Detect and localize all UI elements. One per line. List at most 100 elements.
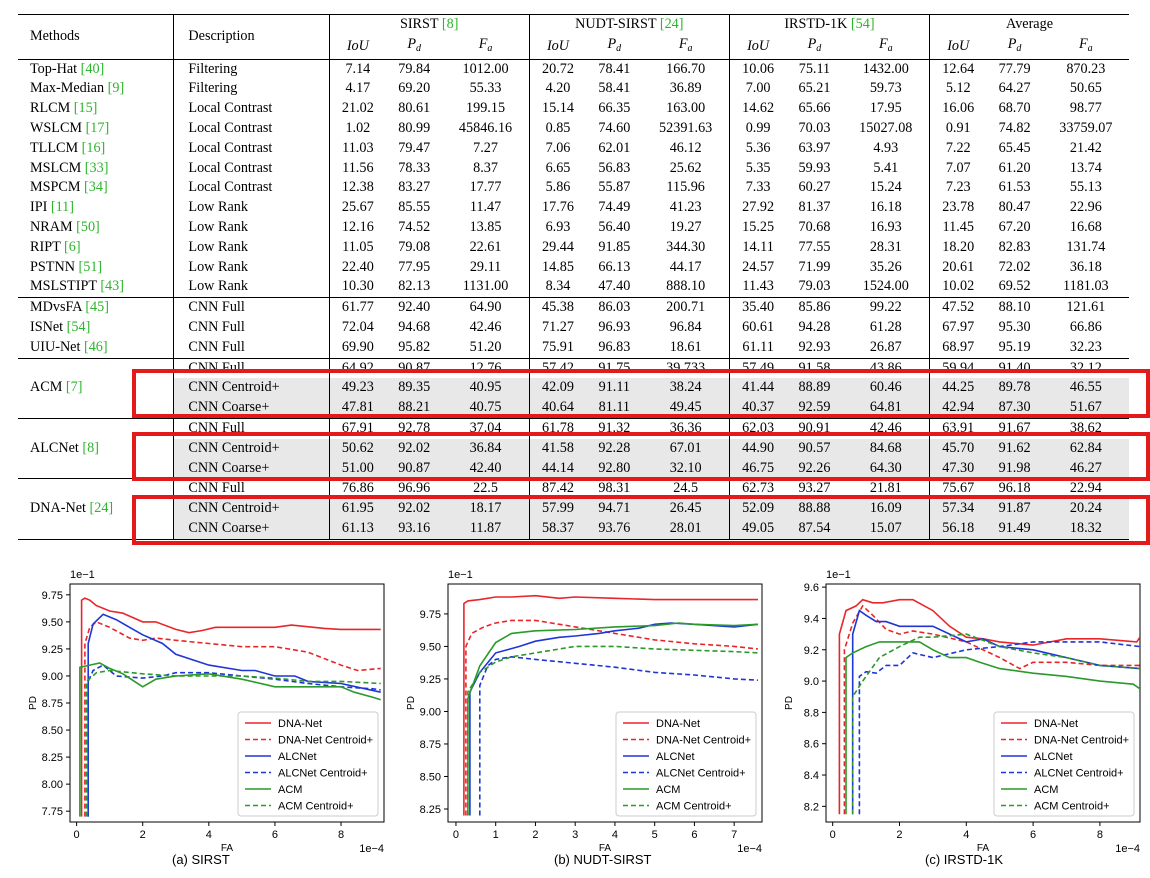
- value-cell: 166.70: [642, 58, 730, 80]
- header-dataset: IRSTD-1K [54]: [728, 13, 930, 35]
- y-tick-label: 9.2: [804, 645, 819, 657]
- method-label: PSTNN: [30, 258, 79, 275]
- table-row: Max-Median [9] Filtering 4.17 69.20 55.33 4.2…: [18, 79, 1129, 100]
- x-tick-label: 5: [652, 829, 658, 841]
- value-cell: 12.38: [328, 178, 387, 199]
- value-cell: 1181.03: [1063, 278, 1109, 295]
- method-ref: [51]: [78, 258, 103, 275]
- value-cell: 57.42: [528, 357, 587, 379]
- value-cell: 10.02: [929, 277, 987, 298]
- legend-entry: ACM Centroid+: [278, 801, 354, 813]
- value-cell: 55.87: [598, 179, 631, 196]
- value-cell: 7.33: [728, 178, 787, 199]
- value-cell: 10.30: [328, 277, 387, 298]
- method-ref: [45]: [85, 299, 109, 316]
- legend-entry: ACM Centroid+: [1034, 801, 1110, 813]
- value-cell: 33759.07: [1059, 119, 1113, 136]
- value-cell: 61.77: [328, 297, 387, 318]
- value-cell: 42.94: [929, 398, 987, 419]
- value-cell: 75.91: [528, 337, 587, 359]
- value-cell: 14.11: [728, 237, 787, 258]
- method-description: Filtering: [173, 58, 330, 80]
- method-name: MDvsFA [45]: [18, 297, 174, 318]
- dataset-name: IRSTD-1K: [784, 16, 851, 32]
- value-cell: 22.40: [328, 257, 387, 278]
- value-cell: 41.58: [528, 438, 587, 459]
- x-multiplier: 1e−4: [737, 843, 762, 852]
- y-tick-label: 8.75: [420, 739, 441, 751]
- method-description: CNN Centroid+: [173, 438, 330, 459]
- value-cell: 96.96: [386, 478, 443, 500]
- value-cell: 37.04: [442, 417, 530, 439]
- value-cell: 131.74: [1066, 238, 1106, 255]
- method-description: Local Contrast: [173, 158, 330, 179]
- table-row: CNN Coarse+ 47.81 88.21 40.75 40.64 81.11 49.4…: [18, 398, 1129, 419]
- legend-entry: ALCNet: [278, 751, 317, 763]
- x-tick-label: 4: [612, 829, 618, 841]
- value-cell: 94.28: [798, 318, 831, 335]
- y-tick-label: 8.2: [804, 801, 819, 813]
- x-tick-label: 1: [493, 829, 499, 841]
- value-cell: 5.41: [873, 159, 899, 176]
- method-name: ISNet [54]: [18, 318, 174, 338]
- method-description: CNN Full: [173, 297, 330, 318]
- method-description: Low Rank: [173, 257, 330, 278]
- table-row: MDvsFA [45] CNN Full 61.77 92.40 64.90 45.38 8…: [18, 297, 1129, 318]
- metric-fa: Fa: [842, 34, 930, 60]
- value-cell: 45846.16: [458, 119, 513, 136]
- metric-fa-main: F: [478, 35, 488, 52]
- table-row: CNN Centroid+ 50.62 92.02 36.84 41.58 92.28 67…: [18, 438, 1129, 459]
- value-cell: 15027.08: [859, 119, 913, 136]
- table-row: CNN Coarse+ 61.13 93.16 11.87 58.37 93.76 28.0…: [18, 518, 1129, 540]
- value-cell: 72.02: [998, 258, 1031, 275]
- metric-pd-main: P: [607, 35, 617, 52]
- value-cell: 16.68: [1069, 218, 1102, 235]
- method-description: Local Contrast: [173, 178, 330, 199]
- y-multiplier: 1e−1: [448, 569, 473, 581]
- value-cell: 66.35: [598, 100, 631, 117]
- value-cell: 62.03: [728, 417, 787, 439]
- method-label: Top-Hat: [30, 60, 81, 77]
- value-cell: 6.93: [528, 217, 587, 238]
- value-cell: 61.20: [998, 159, 1031, 176]
- value-cell: 91.98: [986, 458, 1043, 479]
- method-name: TLLCM [16]: [18, 139, 174, 159]
- metric-pd-sub: d: [1016, 42, 1022, 54]
- series-line: [85, 669, 381, 817]
- value-cell: 82.83: [998, 238, 1031, 255]
- method-name: ALCNet [8]: [18, 417, 174, 479]
- value-cell: 7.22: [929, 138, 987, 159]
- value-cell: 20.72: [528, 58, 587, 80]
- y-multiplier: 1e−1: [70, 569, 95, 581]
- value-cell: 49.23: [328, 378, 387, 399]
- y-tick-label: 9.75: [420, 609, 441, 621]
- method-name: ACM [7]: [18, 357, 174, 419]
- value-cell: 87.42: [528, 478, 587, 500]
- value-cell: 91.58: [786, 357, 843, 379]
- method-description: Low Rank: [173, 198, 330, 218]
- method-description: CNN Coarse+: [173, 398, 330, 419]
- table-row: MSPCM [34] Local Contrast 12.38 83.27 17.77 5…: [18, 178, 1129, 199]
- value-cell: 61.53: [998, 179, 1031, 196]
- value-cell: 42.46: [842, 417, 930, 439]
- value-cell: 67.91: [328, 417, 387, 439]
- y-tick-label: 9.6: [804, 582, 819, 594]
- method-name: MSLCM [33]: [18, 159, 174, 179]
- metric-pd-sub: d: [816, 42, 822, 54]
- method-name: NRAM [50]: [18, 218, 174, 238]
- value-cell: 90.91: [786, 417, 843, 439]
- value-cell: 8.37: [473, 159, 498, 176]
- method-description: Low Rank: [173, 237, 330, 258]
- legend-entry: DNA-Net: [656, 718, 700, 730]
- value-cell: 7.00: [728, 79, 787, 100]
- table-row: RLCM [15] Local Contrast 21.02 80.61 199.15 1…: [18, 99, 1129, 119]
- method-name: IPI [11]: [18, 198, 174, 218]
- value-cell: 17.95: [869, 100, 902, 117]
- value-cell: 18.17: [442, 499, 530, 519]
- method-label: NRAM: [30, 218, 77, 235]
- value-cell: 92.40: [386, 297, 443, 318]
- value-cell: 1.02: [328, 118, 387, 139]
- value-cell: 11.05: [328, 237, 387, 258]
- value-cell: 61.78: [528, 417, 587, 439]
- value-cell: 38.24: [642, 378, 730, 399]
